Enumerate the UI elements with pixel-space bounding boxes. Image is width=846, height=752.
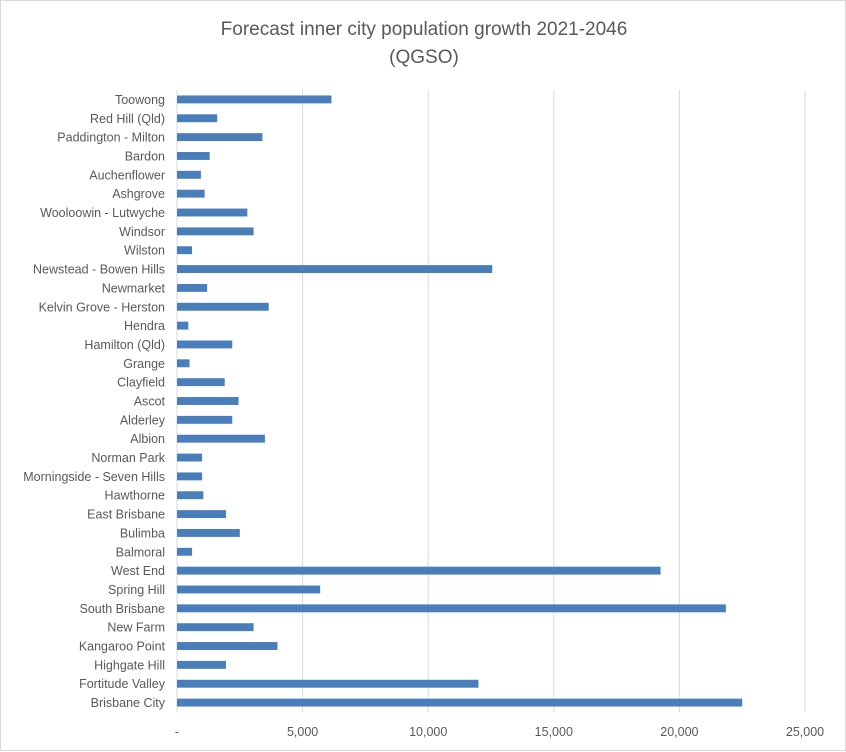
category-label: Alderley — [120, 413, 166, 427]
category-label: East Brisbane — [87, 508, 165, 522]
bar-red-hill-qld — [177, 114, 218, 123]
category-label: Hendra — [124, 319, 165, 333]
category-label: Hawthorne — [105, 489, 165, 503]
category-label: Bulimba — [120, 526, 165, 540]
bar-kangaroo-point — [177, 642, 278, 650]
bar-clayfield — [177, 378, 225, 387]
category-label: South Brisbane — [80, 602, 166, 616]
category-label: Ascot — [134, 395, 166, 409]
category-label: Kangaroo Point — [79, 640, 166, 654]
bar-hamilton-qld — [177, 340, 233, 349]
bar-wooloowin-lutwyche — [177, 208, 248, 217]
category-label: Wooloowin - Lutwyche — [40, 206, 165, 220]
category-label: Highgate Hill — [94, 658, 165, 672]
category-labels: Toowong Red Hill (Qld) Paddington - Milton… — [23, 93, 165, 710]
category-label: Toowong — [115, 93, 165, 107]
gridlines — [176, 90, 806, 712]
category-label: Fortitude Valley — [79, 677, 166, 691]
bar-auchenflower — [177, 170, 201, 179]
category-label: Newmarket — [102, 281, 166, 295]
category-label: Red Hill (Qld) — [90, 112, 165, 126]
category-label: Paddington - Milton — [57, 131, 165, 145]
bar-west-end — [177, 566, 661, 575]
bar-windsor — [177, 227, 254, 236]
x-tick-label: 10,000 — [409, 725, 447, 739]
bar-kelvin-grove-herston — [177, 302, 269, 311]
bar-grange — [177, 359, 190, 368]
bar-balmoral — [177, 547, 193, 556]
x-tick-label: 20,000 — [660, 725, 698, 739]
bar-ascot — [177, 397, 239, 405]
bar-spring-hill — [177, 585, 321, 594]
category-label: Brisbane City — [91, 696, 166, 710]
bar-wilston — [177, 246, 193, 255]
bar-morningside-seven-hills — [177, 472, 203, 481]
bar-norman-park — [177, 453, 203, 462]
bar-fortitude-valley — [177, 679, 479, 688]
category-label: Norman Park — [91, 451, 165, 465]
category-label: Auchenflower — [89, 168, 165, 182]
category-label: Spring Hill — [108, 583, 165, 597]
bar-brisbane-city — [177, 698, 743, 707]
bar-albion — [177, 434, 265, 443]
bar-bulimba — [177, 528, 240, 537]
x-tick-label: 25,000 — [786, 725, 824, 739]
chart-title-line2: (QGSO) — [389, 47, 459, 68]
category-label: Morningside - Seven Hills — [23, 470, 165, 484]
category-label: West End — [111, 564, 165, 578]
bar-bardon — [177, 152, 210, 160]
category-label: Bardon — [125, 149, 165, 163]
x-tick-label: - — [175, 725, 179, 739]
category-label: Hamilton (Qld) — [84, 338, 165, 352]
bar-paddington-milton — [177, 133, 263, 142]
x-tick-label: 5,000 — [287, 725, 318, 739]
bar-highgate-hill — [177, 660, 226, 669]
category-label: New Farm — [107, 621, 165, 635]
category-label: Newstead - Bowen Hills — [33, 263, 165, 277]
bar-newstead-bowen-hills — [177, 265, 493, 274]
category-label: Ashgrove — [112, 187, 165, 201]
category-label: Balmoral — [116, 545, 165, 559]
bar-toowong — [177, 95, 332, 104]
category-label: Clayfield — [117, 376, 165, 390]
chart-title-line1: Forecast inner city population growth 20… — [221, 19, 628, 40]
category-label: Wilston — [124, 244, 165, 258]
bar-hawthorne — [177, 491, 204, 500]
category-label: Grange — [123, 357, 165, 371]
bar-new-farm — [177, 623, 254, 632]
bar-hendra — [177, 321, 189, 330]
category-label: Albion — [130, 432, 165, 446]
bar-ashgrove — [177, 189, 205, 198]
bar-east-brisbane — [177, 510, 226, 519]
category-label: Windsor — [119, 225, 165, 239]
bar-alderley — [177, 415, 233, 424]
bar-south-brisbane — [177, 604, 726, 613]
bar-newmarket — [177, 283, 208, 292]
x-tick-label: 15,000 — [535, 725, 573, 739]
bars — [177, 95, 743, 707]
x-axis-tick-labels: - 5,000 10,000 15,000 20,000 25,000 — [175, 725, 824, 739]
category-label: Kelvin Grove - Herston — [39, 300, 165, 314]
